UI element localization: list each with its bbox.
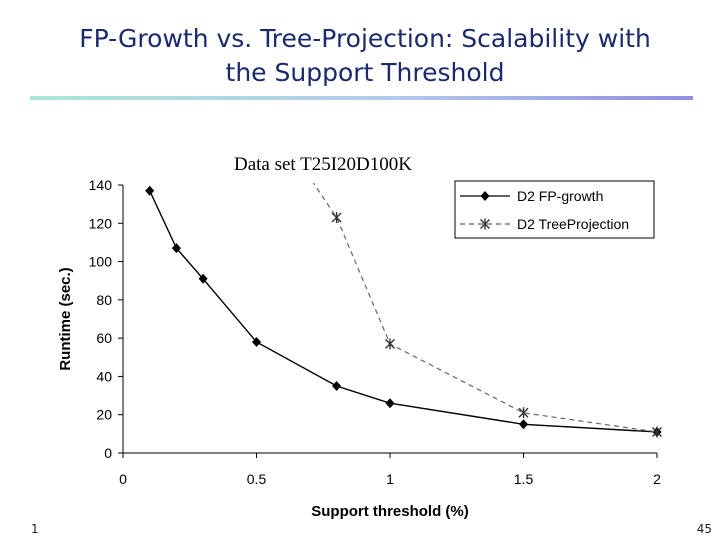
slide-title-line-1: FP-Growth vs. Tree-Projection: Scalabili… [79,24,651,53]
data-point-fp-growth [171,243,181,254]
x-tick-label: 2 [653,471,661,487]
x-tick-label: 1.5 [514,471,534,487]
legend-label-fp-growth: D2 FP-growth [517,188,603,204]
x-tick-label: 0 [119,471,127,487]
page-number: 45 [696,522,712,536]
legend-marker-fp-growth [480,191,490,201]
y-tick-label: 20 [96,407,112,423]
chart-title: Data set T25I20D100K [234,154,412,175]
data-point-tree-projection [385,338,395,350]
y-tick-label: 0 [104,445,112,461]
legend-box [454,180,655,239]
title-divider [30,96,693,100]
data-point-tree-projection [331,212,342,224]
x-tick-label: 1 [386,471,394,487]
y-tick-label: 80 [96,292,112,308]
data-point-fp-growth [332,381,342,391]
data-point-fp-growth [519,419,528,430]
x-axis-label: Support threshold (%) [311,503,469,520]
data-point-fp-growth [198,273,208,284]
data-point-fp-growth [385,398,395,409]
series-line-fp-growth [149,190,658,433]
y-tick-label: 120 [89,215,113,231]
y-tick-label: 60 [96,330,112,346]
footer-left-number: 1 [31,522,39,536]
legend-marker-tree-projection [480,218,490,230]
data-point-tree-projection [652,426,662,438]
y-axis-label: Runtime (sec.) [57,267,74,370]
data-point-fp-growth [252,336,261,347]
slide-title-line-2: the Support Threshold [225,58,505,87]
data-point-tree-projection [518,407,529,419]
data-point-fp-growth [145,185,155,196]
x-tick-label: 0.5 [247,471,267,487]
y-tick-label: 40 [96,368,112,384]
slide-title: FP-Growth vs. Tree-Projection: Scalabili… [40,22,690,90]
y-tick-label: 100 [89,254,113,270]
y-tick-label: 140 [89,177,113,193]
legend-label-tree-projection: D2 TreeProjection [517,216,629,232]
